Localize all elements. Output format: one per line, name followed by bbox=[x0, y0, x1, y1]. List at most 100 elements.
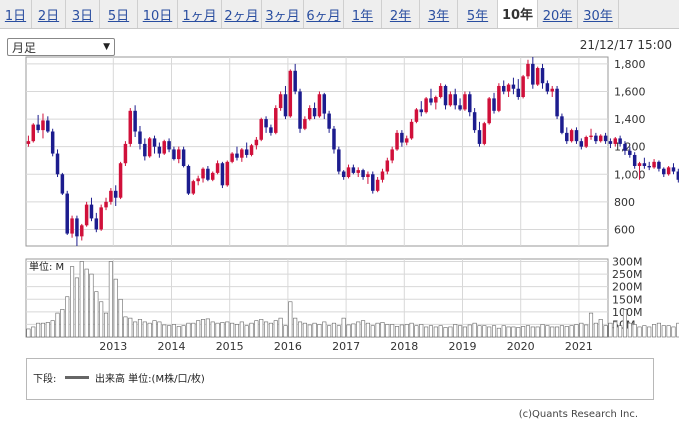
volume-bar bbox=[26, 328, 31, 338]
volume-bar bbox=[264, 321, 269, 338]
tab-label: 2ヶ月 bbox=[224, 8, 259, 24]
volume-bar bbox=[55, 312, 60, 338]
volume-bar bbox=[356, 321, 361, 338]
x-tick-label: 2015 bbox=[216, 340, 244, 352]
volume-bar bbox=[477, 325, 482, 338]
volume-bar bbox=[312, 322, 317, 338]
candle-body bbox=[298, 91, 302, 129]
tab-0[interactable]: 1日 bbox=[0, 0, 32, 28]
volume-bar bbox=[94, 291, 99, 338]
candle-body bbox=[75, 218, 79, 237]
candle-body bbox=[215, 163, 220, 173]
price-tick-label: 1,400 bbox=[614, 113, 646, 126]
candle-body bbox=[628, 150, 632, 155]
tab-5[interactable]: 1ヶ月 bbox=[178, 0, 222, 28]
tab-13[interactable]: 10年 bbox=[498, 0, 538, 28]
volume-bar bbox=[225, 321, 230, 338]
volume-bar bbox=[409, 322, 414, 338]
volume-bar bbox=[108, 261, 113, 338]
candle-body bbox=[472, 112, 477, 131]
candle-body bbox=[497, 85, 501, 111]
volume-bar bbox=[302, 322, 307, 338]
price-tick-label: 600 bbox=[614, 223, 635, 236]
candle-body bbox=[26, 141, 31, 144]
volume-bar bbox=[230, 322, 235, 338]
candle-body bbox=[613, 138, 618, 144]
candle-body bbox=[264, 119, 268, 128]
volume-tick-label: 150M bbox=[612, 293, 643, 306]
price-tick-label: 1,800 bbox=[614, 58, 646, 71]
tab-label: 3年 bbox=[427, 8, 450, 24]
volume-bar bbox=[647, 326, 652, 338]
timestamp: 21/12/17 15:00 bbox=[579, 38, 672, 52]
volume-bar bbox=[676, 322, 679, 338]
tab-9[interactable]: 1年 bbox=[344, 0, 382, 28]
volume-tick-label: 200M bbox=[612, 281, 643, 294]
tab-14[interactable]: 20年 bbox=[538, 0, 578, 28]
tab-12[interactable]: 5年 bbox=[458, 0, 498, 28]
volume-bar bbox=[443, 327, 448, 338]
volume-bar bbox=[31, 326, 36, 338]
volume-bar bbox=[167, 325, 172, 338]
tab-label: 3日 bbox=[71, 8, 94, 24]
candle-body bbox=[642, 163, 647, 166]
tab-1[interactable]: 2日 bbox=[32, 0, 66, 28]
volume-bar bbox=[584, 324, 589, 338]
volume-bar bbox=[288, 301, 293, 338]
candle-body bbox=[181, 149, 186, 166]
candle-body bbox=[133, 110, 137, 132]
volume-bar bbox=[152, 320, 157, 338]
volume-bar bbox=[283, 325, 288, 338]
volume-bar bbox=[525, 325, 531, 338]
volume-bar bbox=[327, 325, 332, 338]
x-tick-label: 2013 bbox=[99, 340, 127, 352]
interval-select[interactable]: 月足 ▼ bbox=[7, 38, 115, 56]
tab-2[interactable]: 3日 bbox=[66, 0, 100, 28]
x-tick-label: 2021 bbox=[565, 340, 593, 352]
candle-body bbox=[201, 168, 205, 179]
candle-body bbox=[196, 178, 200, 182]
volume-bar bbox=[331, 322, 337, 338]
tab-15[interactable]: 30年 bbox=[578, 0, 619, 28]
candle-body bbox=[303, 119, 307, 129]
volume-bar bbox=[351, 323, 356, 338]
tab-8[interactable]: 6ヶ月 bbox=[304, 0, 344, 28]
tab-10[interactable]: 2年 bbox=[382, 0, 420, 28]
volume-bar bbox=[40, 322, 46, 338]
candle-body bbox=[99, 207, 103, 230]
volume-bar bbox=[458, 325, 463, 338]
candle-body bbox=[453, 94, 457, 106]
candle-body bbox=[312, 108, 317, 117]
candle-body bbox=[531, 63, 535, 85]
candle-body bbox=[521, 76, 525, 98]
volume-bar bbox=[361, 320, 366, 338]
volume-bar bbox=[128, 317, 133, 338]
volume-bar bbox=[210, 321, 215, 338]
x-tick-label: 2017 bbox=[332, 340, 360, 352]
volume-bar bbox=[506, 326, 511, 338]
candle-body bbox=[278, 94, 283, 109]
volume-bar bbox=[394, 326, 400, 338]
candle-body bbox=[128, 110, 133, 144]
tab-3[interactable]: 5日 bbox=[100, 0, 138, 28]
x-tick-label: 2019 bbox=[449, 340, 477, 352]
tab-11[interactable]: 3年 bbox=[420, 0, 458, 28]
tab-7[interactable]: 3ヶ月 bbox=[262, 0, 304, 28]
candle-body bbox=[671, 167, 676, 172]
candle-body bbox=[167, 141, 171, 150]
x-tick-label: 2018 bbox=[390, 340, 418, 352]
tab-4[interactable]: 10日 bbox=[138, 0, 178, 28]
candle-body bbox=[157, 146, 162, 154]
tab-label: 6ヶ月 bbox=[306, 8, 341, 24]
volume-bar bbox=[176, 326, 181, 338]
volume-bar bbox=[79, 261, 84, 338]
stock-chart: 2013 2014 2015 2016 2017 2018 2019 2020 2021 600 8… bbox=[25, 56, 679, 352]
candle-body bbox=[603, 135, 608, 142]
volume-bar bbox=[220, 322, 225, 338]
tab-label: 10日 bbox=[142, 8, 173, 24]
price-panel-frame bbox=[25, 56, 609, 247]
tab-6[interactable]: 2ヶ月 bbox=[222, 0, 262, 28]
candle-body bbox=[555, 88, 559, 117]
candle-body bbox=[254, 139, 259, 146]
volume-bar bbox=[482, 325, 487, 338]
